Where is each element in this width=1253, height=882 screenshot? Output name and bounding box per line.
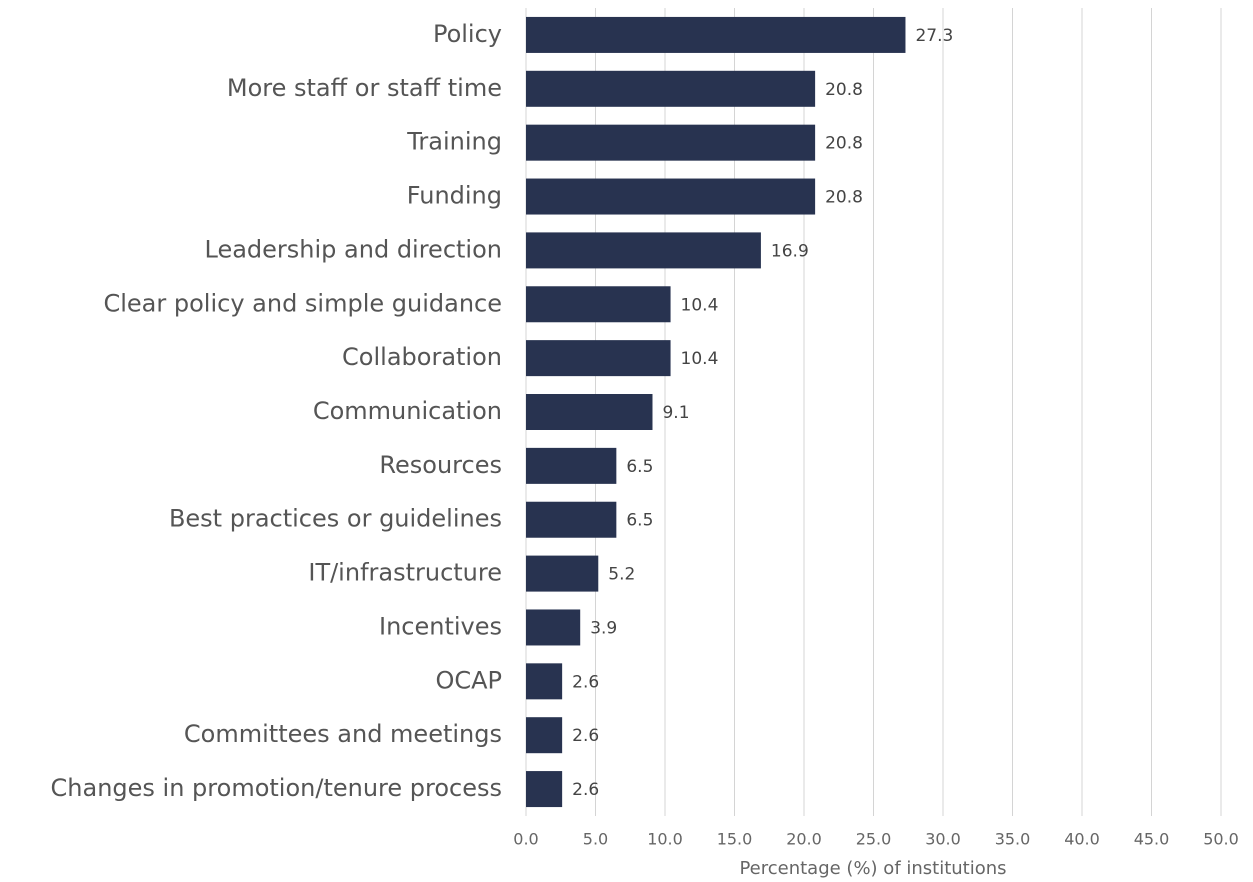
bar — [526, 555, 599, 592]
bar — [526, 70, 816, 107]
bar — [526, 447, 617, 484]
data-label: 10.4 — [681, 349, 719, 369]
x-tick-label: 35.0 — [995, 830, 1031, 849]
x-tick-label: 5.0 — [583, 830, 608, 849]
data-label: 27.3 — [915, 26, 953, 46]
x-tick-label: 45.0 — [1134, 830, 1170, 849]
data-label: 6.5 — [626, 457, 653, 477]
y-tick-label: Best practices or guidelines — [169, 505, 502, 533]
data-label: 10.4 — [681, 295, 719, 315]
bar — [526, 394, 653, 430]
x-tick-label: 15.0 — [717, 830, 753, 849]
y-tick-label: More staff or staff time — [227, 74, 502, 102]
y-tick-label: Clear policy and simple guidance — [103, 289, 502, 317]
x-tick-label: 0.0 — [513, 830, 538, 849]
bar — [526, 286, 671, 323]
x-tick-label: 40.0 — [1064, 830, 1100, 849]
y-tick-label: IT/infrastructure — [308, 559, 502, 587]
data-label: 6.5 — [626, 511, 653, 531]
y-tick-label: Changes in promotion/tenure process — [51, 774, 502, 802]
y-tick-label: Communication — [313, 397, 502, 425]
bar — [526, 609, 581, 646]
y-tick-label: Training — [406, 128, 502, 156]
bar — [526, 340, 671, 377]
data-label: 3.9 — [590, 618, 617, 638]
x-tick-label: 25.0 — [856, 830, 892, 849]
data-label: 20.8 — [825, 188, 863, 208]
bar — [526, 232, 761, 269]
y-tick-label: Policy — [433, 20, 502, 48]
bar — [526, 717, 563, 754]
bar — [526, 771, 563, 808]
x-axis-label: Percentage (%) of institutions — [739, 858, 1006, 879]
bar — [526, 178, 816, 215]
data-label: 2.6 — [572, 726, 599, 746]
data-label: 20.8 — [825, 80, 863, 100]
y-tick-label: Collaboration — [342, 343, 502, 371]
bar — [526, 16, 906, 53]
y-tick-label: OCAP — [435, 666, 502, 694]
y-tick-label: Funding — [407, 182, 502, 210]
x-tick-label: 30.0 — [925, 830, 961, 849]
x-tick-label: 20.0 — [786, 830, 822, 849]
x-tick-label: 10.0 — [647, 830, 683, 849]
y-tick-label: Committees and meetings — [184, 720, 502, 748]
bar — [526, 124, 816, 161]
bar — [526, 501, 617, 538]
data-label: 9.1 — [662, 403, 689, 423]
data-label: 20.8 — [825, 134, 863, 154]
data-label: 16.9 — [771, 241, 809, 261]
data-label: 2.6 — [572, 672, 599, 692]
y-tick-label: Incentives — [379, 612, 502, 640]
y-tick-label: Leadership and direction — [205, 235, 503, 263]
data-label: 2.6 — [572, 780, 599, 800]
data-label: 5.2 — [608, 565, 635, 585]
bar — [526, 663, 563, 700]
x-tick-label: 50.0 — [1203, 830, 1239, 849]
y-tick-label: Resources — [379, 451, 502, 479]
